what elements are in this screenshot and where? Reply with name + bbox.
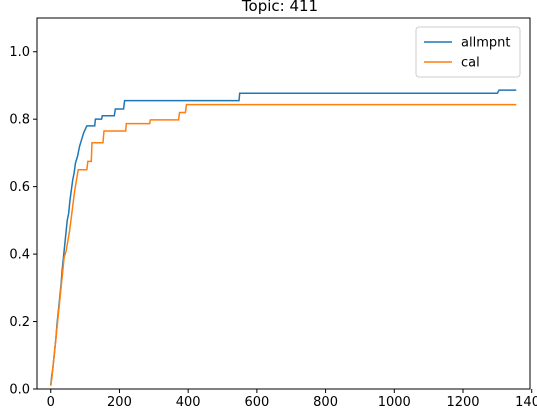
axes-frame bbox=[36, 17, 531, 390]
legend: allmpnt cal bbox=[415, 26, 521, 78]
chart-title: Topic: 411 bbox=[241, 0, 318, 15]
x-tick-label: 800 bbox=[313, 395, 338, 410]
y-axis: 0.0 0.2 0.4 0.6 0.8 1.0 bbox=[9, 45, 37, 398]
x-tick-label: 600 bbox=[244, 395, 269, 410]
x-tick-label: 0 bbox=[47, 395, 55, 410]
series-line-cal bbox=[49, 103, 517, 386]
y-tick-label: 0.4 bbox=[9, 248, 30, 263]
y-tick-label: 0.8 bbox=[9, 113, 30, 128]
x-tick-label: 1000 bbox=[378, 395, 411, 410]
legend-label-allmpnt: allmpnt bbox=[461, 36, 510, 51]
legend-label-cal: cal bbox=[461, 56, 480, 71]
x-tick-label: 400 bbox=[176, 395, 201, 410]
x-tick-label: 1200 bbox=[446, 395, 479, 410]
legend-box bbox=[415, 26, 521, 78]
x-tick-label: 200 bbox=[107, 395, 132, 410]
y-tick-label: 0.6 bbox=[9, 180, 30, 195]
y-tick-label: 0.0 bbox=[9, 383, 30, 398]
plot-lines bbox=[49, 89, 517, 386]
y-tick-label: 0.2 bbox=[9, 315, 30, 330]
series-line-allmpnt bbox=[49, 89, 517, 386]
y-tick-label: 1.0 bbox=[9, 45, 30, 60]
